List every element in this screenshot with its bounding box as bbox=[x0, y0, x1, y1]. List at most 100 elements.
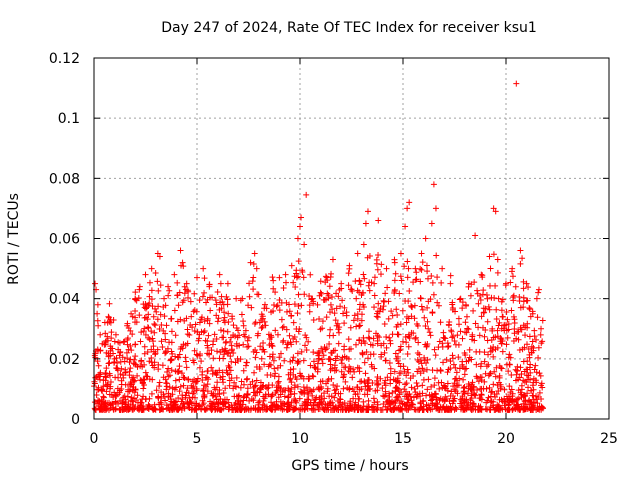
data-point bbox=[120, 338, 127, 345]
data-point bbox=[136, 312, 143, 319]
data-point bbox=[199, 376, 206, 383]
data-point bbox=[427, 332, 434, 339]
data-point bbox=[283, 326, 290, 333]
data-point bbox=[276, 274, 283, 281]
data-point bbox=[246, 280, 253, 287]
data-point bbox=[324, 402, 331, 409]
data-point bbox=[522, 324, 529, 331]
data-point bbox=[260, 339, 267, 346]
data-point bbox=[317, 289, 324, 296]
data-point bbox=[386, 393, 393, 400]
data-point bbox=[185, 404, 192, 411]
data-point bbox=[293, 338, 300, 345]
data-point bbox=[243, 359, 250, 366]
data-point bbox=[119, 399, 126, 406]
data-point bbox=[398, 277, 405, 284]
data-point bbox=[449, 304, 456, 311]
data-point bbox=[144, 324, 151, 331]
data-point bbox=[380, 303, 387, 310]
data-point bbox=[371, 399, 378, 406]
data-point bbox=[436, 406, 443, 413]
data-point bbox=[501, 398, 508, 405]
data-point bbox=[402, 333, 409, 340]
data-point bbox=[154, 250, 161, 257]
data-point bbox=[203, 405, 210, 412]
data-point bbox=[517, 364, 524, 371]
data-point bbox=[349, 287, 356, 294]
data-point bbox=[291, 333, 298, 340]
data-point bbox=[451, 395, 458, 402]
data-point bbox=[439, 265, 446, 272]
data-point bbox=[237, 406, 244, 413]
data-point bbox=[141, 343, 148, 350]
data-point bbox=[209, 368, 216, 375]
data-point bbox=[373, 313, 380, 320]
data-point bbox=[113, 354, 120, 361]
data-point bbox=[327, 361, 334, 368]
data-point bbox=[369, 404, 376, 411]
data-point bbox=[492, 373, 499, 380]
data-point bbox=[281, 401, 288, 408]
data-point bbox=[407, 375, 414, 382]
data-point bbox=[374, 387, 381, 394]
data-point bbox=[334, 383, 341, 390]
data-point bbox=[523, 297, 530, 304]
data-point bbox=[321, 405, 328, 412]
data-point bbox=[517, 260, 524, 267]
data-point bbox=[427, 296, 434, 303]
data-point bbox=[308, 296, 315, 303]
data-point bbox=[455, 354, 462, 361]
data-point bbox=[211, 399, 218, 406]
data-point bbox=[280, 285, 287, 292]
data-point bbox=[418, 266, 425, 273]
data-point bbox=[404, 399, 411, 406]
data-point bbox=[385, 315, 392, 322]
data-point bbox=[535, 354, 542, 361]
data-point bbox=[478, 377, 485, 384]
data-point bbox=[176, 289, 183, 296]
data-point bbox=[329, 350, 336, 357]
data-point bbox=[101, 341, 108, 348]
data-point bbox=[318, 345, 325, 352]
data-point bbox=[411, 385, 418, 392]
data-point bbox=[240, 367, 247, 374]
data-point bbox=[459, 305, 466, 312]
data-point bbox=[119, 354, 126, 361]
data-point bbox=[491, 368, 498, 375]
data-point bbox=[302, 332, 309, 339]
data-point bbox=[208, 364, 215, 371]
data-point bbox=[391, 289, 398, 296]
data-point bbox=[378, 342, 385, 349]
data-point bbox=[281, 393, 288, 400]
data-point bbox=[338, 357, 345, 364]
data-point bbox=[502, 321, 509, 328]
data-point bbox=[486, 253, 493, 260]
data-point bbox=[118, 386, 125, 393]
data-point bbox=[295, 258, 302, 265]
data-point bbox=[358, 292, 365, 299]
data-point bbox=[212, 297, 219, 304]
data-point bbox=[495, 387, 502, 394]
data-point bbox=[104, 400, 111, 407]
data-point bbox=[365, 282, 372, 289]
data-point bbox=[286, 332, 293, 339]
data-point bbox=[432, 205, 439, 212]
data-point bbox=[341, 346, 348, 353]
data-point bbox=[115, 400, 122, 407]
data-point bbox=[503, 393, 510, 400]
data-point bbox=[440, 329, 447, 336]
data-point bbox=[450, 333, 457, 340]
data-point bbox=[444, 380, 451, 387]
data-point bbox=[486, 306, 493, 313]
data-point bbox=[306, 308, 313, 315]
data-point bbox=[287, 402, 294, 409]
data-point bbox=[515, 395, 522, 402]
data-point bbox=[326, 393, 333, 400]
data-point bbox=[127, 327, 134, 334]
data-point bbox=[286, 308, 293, 315]
data-point bbox=[124, 355, 131, 362]
data-point bbox=[493, 306, 500, 313]
data-point bbox=[327, 309, 334, 316]
data-point bbox=[419, 382, 426, 389]
data-point bbox=[332, 317, 339, 324]
